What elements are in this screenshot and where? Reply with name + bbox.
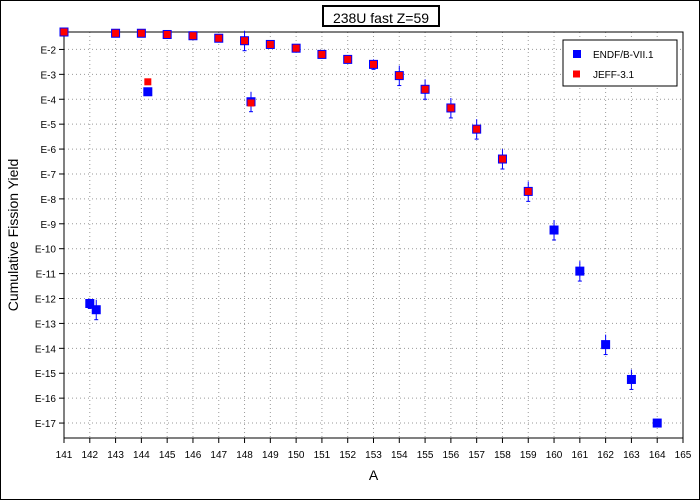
data-point-endf: [91, 305, 101, 315]
x-tick-label: 145: [159, 450, 176, 461]
y-tick-label: E-12: [35, 295, 57, 306]
x-tick-label: 161: [571, 450, 588, 461]
data-point-jeff: [144, 78, 152, 86]
x-tick-label: 147: [210, 450, 227, 461]
data-point-jeff: [189, 32, 197, 40]
data-points: [59, 27, 662, 428]
data-point-endf: [601, 340, 611, 350]
x-tick-label: 142: [81, 450, 98, 461]
data-point-jeff: [247, 99, 255, 107]
legend-label: JEFF-3.1: [593, 70, 635, 81]
x-axis-label: A: [369, 467, 379, 483]
grid-lines: [63, 32, 684, 438]
y-axis-label: Cumulative Fission Yield: [5, 159, 21, 312]
data-point-jeff: [163, 30, 171, 38]
legend-label: ENDF/B-VII.1: [593, 50, 654, 61]
y-tick-label: E-11: [36, 270, 57, 281]
legend-box: [562, 39, 678, 87]
y-axis-ticks: E-2 E-3 E-4 E-5 E-6 E-7 E-8 E-9 E-10 E-11 E-12 E-13…: [35, 45, 64, 430]
y-tick-label: E-2: [40, 45, 56, 56]
data-point-jeff: [318, 50, 326, 58]
y-tick-label: E-16: [35, 394, 57, 405]
data-point-jeff: [370, 60, 377, 68]
y-tick-label: E-9: [40, 220, 56, 231]
y-tick-label: E-4: [40, 95, 56, 106]
data-point-jeff: [344, 55, 352, 63]
x-tick-label: 160: [546, 450, 563, 461]
x-tick-label: 148: [236, 450, 253, 461]
error-bars: [87, 30, 634, 390]
x-tick-label: 165: [675, 450, 692, 461]
chart-title: 238U fast Z=59: [322, 5, 440, 27]
data-point-jeff: [292, 44, 300, 52]
data-point-jeff: [241, 37, 249, 45]
x-tick-label: 159: [520, 450, 537, 461]
x-tick-label: 146: [185, 450, 202, 461]
data-point-jeff: [524, 187, 532, 195]
x-tick-label: 158: [494, 450, 511, 461]
data-point-jeff: [447, 104, 455, 112]
y-tick-label: E-17: [35, 419, 57, 430]
data-point-endf: [626, 374, 636, 384]
y-tick-label: E-14: [35, 344, 57, 355]
data-point-jeff: [473, 125, 481, 133]
y-tick-label: E-5: [40, 120, 56, 131]
data-point-jeff: [60, 28, 68, 36]
data-point-jeff: [498, 155, 506, 163]
data-point-jeff: [215, 34, 223, 42]
x-tick-label: 144: [133, 450, 150, 461]
x-tick-label: 151: [314, 450, 331, 461]
data-point-jeff: [266, 40, 274, 48]
y-tick-label: E-6: [40, 145, 56, 156]
x-tick-label: 141: [56, 450, 73, 461]
data-point-endf: [575, 266, 585, 276]
data-point-endf: [143, 87, 153, 97]
x-tick-label: 153: [365, 450, 382, 461]
x-tick-label: 155: [417, 450, 434, 461]
x-tick-label: 163: [623, 450, 640, 461]
data-point-jeff: [137, 29, 145, 37]
x-tick-label: 152: [339, 450, 356, 461]
y-tick-label: E-8: [40, 195, 56, 206]
data-point-jeff: [112, 29, 120, 37]
x-tick-label: 156: [443, 450, 460, 461]
x-tick-label: 150: [288, 450, 305, 461]
x-axis-ticks: 141 142 143 144 145 146 147 148 149 150 151 152 153 1…: [56, 438, 692, 461]
x-tick-label: 154: [391, 450, 408, 461]
x-tick-label: 162: [597, 450, 614, 461]
data-point-endf: [549, 225, 559, 235]
y-tick-label: E-10: [35, 245, 57, 256]
data-point-endf: [652, 418, 662, 428]
x-tick-label: 164: [649, 450, 666, 461]
data-point-jeff: [421, 85, 429, 93]
legend-swatch: [573, 70, 580, 78]
x-tick-label: 149: [262, 450, 279, 461]
legend: ENDF/B-VII.1 JEFF-3.1: [562, 39, 678, 87]
data-point-jeff: [395, 72, 403, 80]
legend-swatch: [573, 50, 581, 58]
x-tick-label: 157: [468, 450, 485, 461]
x-tick-label: 143: [107, 450, 124, 461]
y-tick-label: E-15: [35, 369, 57, 380]
y-tick-label: E-13: [35, 319, 57, 330]
data-point-endf: [85, 298, 95, 308]
y-tick-label: E-7: [40, 170, 56, 181]
y-tick-label: E-3: [40, 70, 56, 81]
